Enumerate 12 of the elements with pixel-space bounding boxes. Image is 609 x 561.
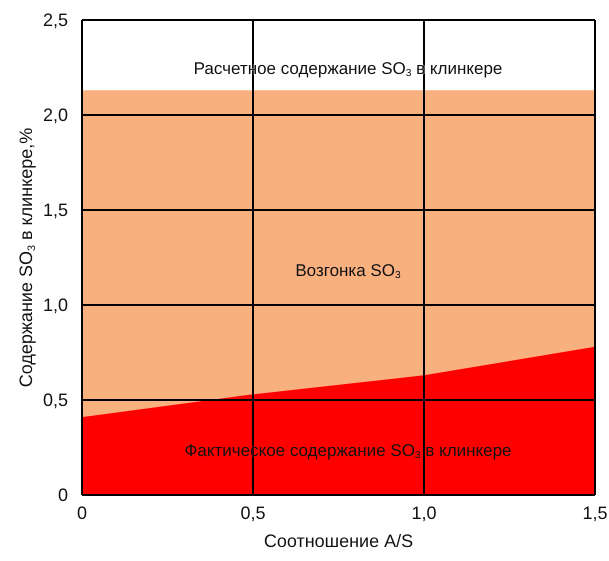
x-tick-label: 0,5: [240, 503, 266, 523]
y-tick-label: 1,5: [42, 200, 68, 220]
x-axis-title: Соотношение A/S: [264, 531, 414, 551]
y-tick-label: 2,0: [42, 105, 68, 125]
y-tick-label: 1,0: [42, 295, 68, 315]
y-tick-label: 2,5: [42, 10, 68, 30]
x-tick-label: 0: [76, 503, 88, 523]
annotation: Возгонка SO$_{3}$: [295, 260, 401, 281]
y-tick-label: 0: [58, 485, 68, 505]
y-tick-label: 0,5: [42, 390, 68, 410]
x-tick-label: 1,5: [582, 503, 608, 523]
x-tick-label: 1,0: [411, 503, 437, 523]
